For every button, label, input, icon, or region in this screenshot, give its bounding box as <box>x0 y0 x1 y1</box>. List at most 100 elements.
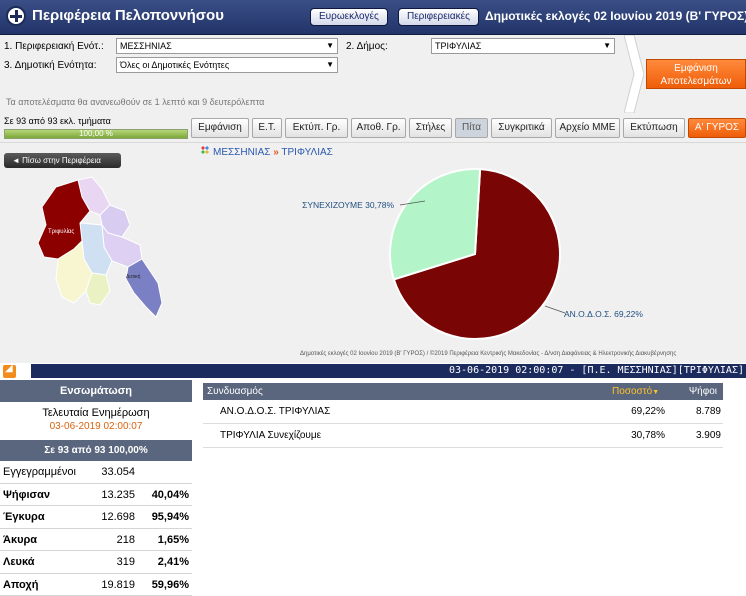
chevron-down-icon: ▼ <box>326 41 334 50</box>
back-to-region-button[interactable]: ◄ Πίσω στην Περιφέρεια <box>4 153 121 168</box>
stats-panel: Ενσωμάτωση Τελευταία Ενημέρωση 03-06-201… <box>0 380 192 596</box>
stat-key: Άκυρα <box>3 533 38 546</box>
municipal-unit-select[interactable]: Όλες οι Δημοτικές Ενότητες ▼ <box>116 57 338 73</box>
municipality-select[interactable]: ΤΡΙΦΥΛΙΑΣ ▼ <box>431 38 615 54</box>
stat-percent: 2,41% <box>157 556 189 568</box>
tab-comparative[interactable]: Συγκριτικά <box>491 118 552 138</box>
euro-elections-button[interactable]: Ευρωεκλογές <box>310 8 388 26</box>
stat-row-voted: Ψήφισαν 13.235 40,04% <box>0 484 192 506</box>
municipality-label: 2. Δήμος: <box>346 41 388 52</box>
stat-row-invalid: Άκυρα 218 1,65% <box>0 529 192 551</box>
party-votes: 8.789 <box>695 406 721 417</box>
tab-columns[interactable]: Στήλες <box>409 118 452 138</box>
refresh-note: Τα αποτελέσματα θα ανανεωθούν σε 1 λεπτό… <box>6 97 265 107</box>
regional-elections-button[interactable]: Περιφερειακές <box>398 8 479 26</box>
show-results-button[interactable]: Εμφάνιση Αποτελεσμάτων <box>646 59 746 89</box>
results-table: Συνδυασμός Ποσοστό▼ Ψήφοι ΑΝ.Ο.Δ.Ο.Σ. ΤΡ… <box>203 383 723 448</box>
content-area: ◄ Πίσω στην Περιφέρεια ΜΕΣΣΗΝΙΑΣ » ΤΡΙΦΥ… <box>0 143 746 363</box>
stat-percent: 1,65% <box>157 533 189 546</box>
stat-value: 319 <box>116 556 135 568</box>
stats-title: Ενσωμάτωση <box>0 380 192 402</box>
col-party-header[interactable]: Συνδυασμός <box>207 386 263 397</box>
col-votes-header[interactable]: Ψήφοι <box>688 386 717 397</box>
last-update-label: Τελευταία Ενημέρωση <box>42 407 150 419</box>
region-title: Περιφέρεια Πελοποννήσου <box>32 7 224 24</box>
municipal-unit-value: Όλες οι Δημοτικές Ενότητες <box>120 60 230 70</box>
stat-value: 33.054 <box>101 466 135 478</box>
stat-row-blank: Λευκά 319 2,41% <box>0 551 192 574</box>
election-title: Δημοτικές εκλογές 02 Ιουνίου 2019 (Β' ΓΥ… <box>485 9 746 23</box>
stat-row-registered: Εγγεγραμμένοι 33.054 <box>0 461 192 484</box>
grid-dots-icon <box>201 146 211 156</box>
stat-value: 19.819 <box>101 578 135 591</box>
table-row: ΑΝ.Ο.Δ.Ο.Σ. ΤΡΙΦΥΛΙΑΣ 69,22% 8.789 <box>203 400 723 424</box>
stat-key: Λευκά <box>3 556 35 568</box>
sort-down-icon: ▼ <box>652 389 660 396</box>
toolbar: Σε 93 από 93 εκλ. τμήματα 100,00 % Εμφάν… <box>0 113 746 143</box>
map-region-southwest[interactable] <box>85 272 111 306</box>
sections-summary: Σε 93 από 93 100,00% <box>0 440 192 461</box>
pie-chart: ΣΥΝΕΧΙΖΟΥΜΕ 30,78% ΑΝ.Ο.Δ.Ο.Σ. 69,22% <box>302 168 643 340</box>
stat-key: Αποχή <box>3 578 39 591</box>
rss-icon[interactable] <box>3 363 16 378</box>
party-percent: 69,22% <box>631 406 665 417</box>
stat-value: 13.235 <box>101 488 135 501</box>
pie-slice-0[interactable] <box>392 168 561 340</box>
progress-label: 100,00 % <box>79 129 113 138</box>
party-votes: 3.909 <box>695 430 721 441</box>
credits-text: Δημοτικές εκλογές 02 Ιουνίου 2019 (Β' ΓΥ… <box>300 351 677 357</box>
stat-percent: 95,94% <box>151 511 189 523</box>
chevron-down-icon: ▼ <box>326 60 334 69</box>
tab-media-file[interactable]: Αρχείο ΜΜΕ <box>555 118 620 138</box>
status-bar: 03-06-2019 02:00:07 - [Π.Ε. ΜΕΣΣΗΝΙΑΣ][Τ… <box>31 364 746 378</box>
stat-percent: 59,96% <box>151 578 189 591</box>
arrow-divider-icon <box>624 35 644 113</box>
region-logo-icon[interactable] <box>6 6 26 26</box>
stat-row-valid: Έγκυρα 12.698 95,94% <box>0 506 192 529</box>
map-region-mani[interactable] <box>125 258 163 318</box>
tab-display[interactable]: Εμφάνιση <box>191 118 249 138</box>
last-update: Τελευταία Ενημέρωση 03-06-2019 02:00:07 <box>0 402 192 440</box>
stat-value: 12.698 <box>101 511 135 523</box>
tab-print-chart[interactable]: Εκτύπ. Γρ. <box>285 118 348 138</box>
pie-label-anodos: ΑΝ.Ο.Δ.Ο.Σ. 69,22% <box>564 309 643 319</box>
pie-leader-line-1 <box>399 200 426 206</box>
breadcrumb: ΜΕΣΣΗΝΙΑΣ » ΤΡΙΦΥΛΙΑΣ <box>201 146 333 158</box>
tab-first-round[interactable]: Α' ΓΥΡΟΣ <box>688 118 746 138</box>
progress-bar: 100,00 % <box>4 129 188 139</box>
party-percent: 30,78% <box>631 430 665 441</box>
tab-et[interactable]: Ε.Τ. <box>252 118 282 138</box>
tab-print[interactable]: Εκτύπωση <box>623 118 685 138</box>
table-row: ΤΡΙΦΥΛΙΑ Συνεχίζουμε 30,78% 3.909 <box>203 424 723 448</box>
stat-row-abstention: Αποχή 19.819 59,96% <box>0 574 192 596</box>
last-update-time: 03-06-2019 02:00:07 <box>49 421 143 432</box>
municipality-value: ΤΡΙΦΥΛΙΑΣ <box>435 41 482 51</box>
pie-slice-1[interactable] <box>389 168 482 281</box>
stat-value: 218 <box>116 533 135 546</box>
municipal-unit-label: 3. Δημοτική Ενότητα: <box>4 60 97 71</box>
stat-percent: 40,04% <box>151 488 189 501</box>
stat-key: Ψήφισαν <box>3 488 50 501</box>
chevron-down-icon: ▼ <box>603 41 611 50</box>
party-name: ΤΡΙΦΥΛΙΑ Συνεχίζουμε <box>220 430 322 441</box>
regional-unit-select[interactable]: ΜΕΣΣΗΝΙΑΣ ▼ <box>116 38 338 54</box>
stat-key: Εγγεγραμμένοι <box>3 466 76 478</box>
pie-label-synexizoume: ΣΥΝΕΧΙΖΟΥΜΕ 30,78% <box>302 200 394 210</box>
col-percent-header[interactable]: Ποσοστό▼ <box>612 383 659 401</box>
stat-key: Έγκυρα <box>3 511 45 523</box>
breadcrumb-separator: » <box>273 147 279 158</box>
progress-fill <box>5 130 187 138</box>
map-label-trifylia: Τριφυλίας <box>48 229 74 235</box>
results-header: Συνδυασμός Ποσοστό▼ Ψήφοι <box>203 383 723 400</box>
party-name: ΑΝ.Ο.Δ.Ο.Σ. ΤΡΙΦΥΛΙΑΣ <box>220 406 331 417</box>
sections-counted: Σε 93 από 93 εκλ. τμήματα <box>4 116 111 126</box>
breadcrumb-municipality: ΤΡΙΦΥΛΙΑΣ <box>281 147 333 158</box>
breadcrumb-regional-unit[interactable]: ΜΕΣΣΗΝΙΑΣ <box>213 147 271 158</box>
pie-leader-line-2 <box>544 305 566 314</box>
regional-unit-value: ΜΕΣΣΗΝΙΑΣ <box>120 41 172 51</box>
tab-pie[interactable]: Πίτα <box>455 118 488 138</box>
map-label-west: Δυτική <box>126 273 141 280</box>
header-bar: Περιφέρεια Πελοποννήσου Ευρωεκλογές Περι… <box>0 0 746 35</box>
tab-save-chart[interactable]: Αποθ. Γρ. <box>351 118 406 138</box>
